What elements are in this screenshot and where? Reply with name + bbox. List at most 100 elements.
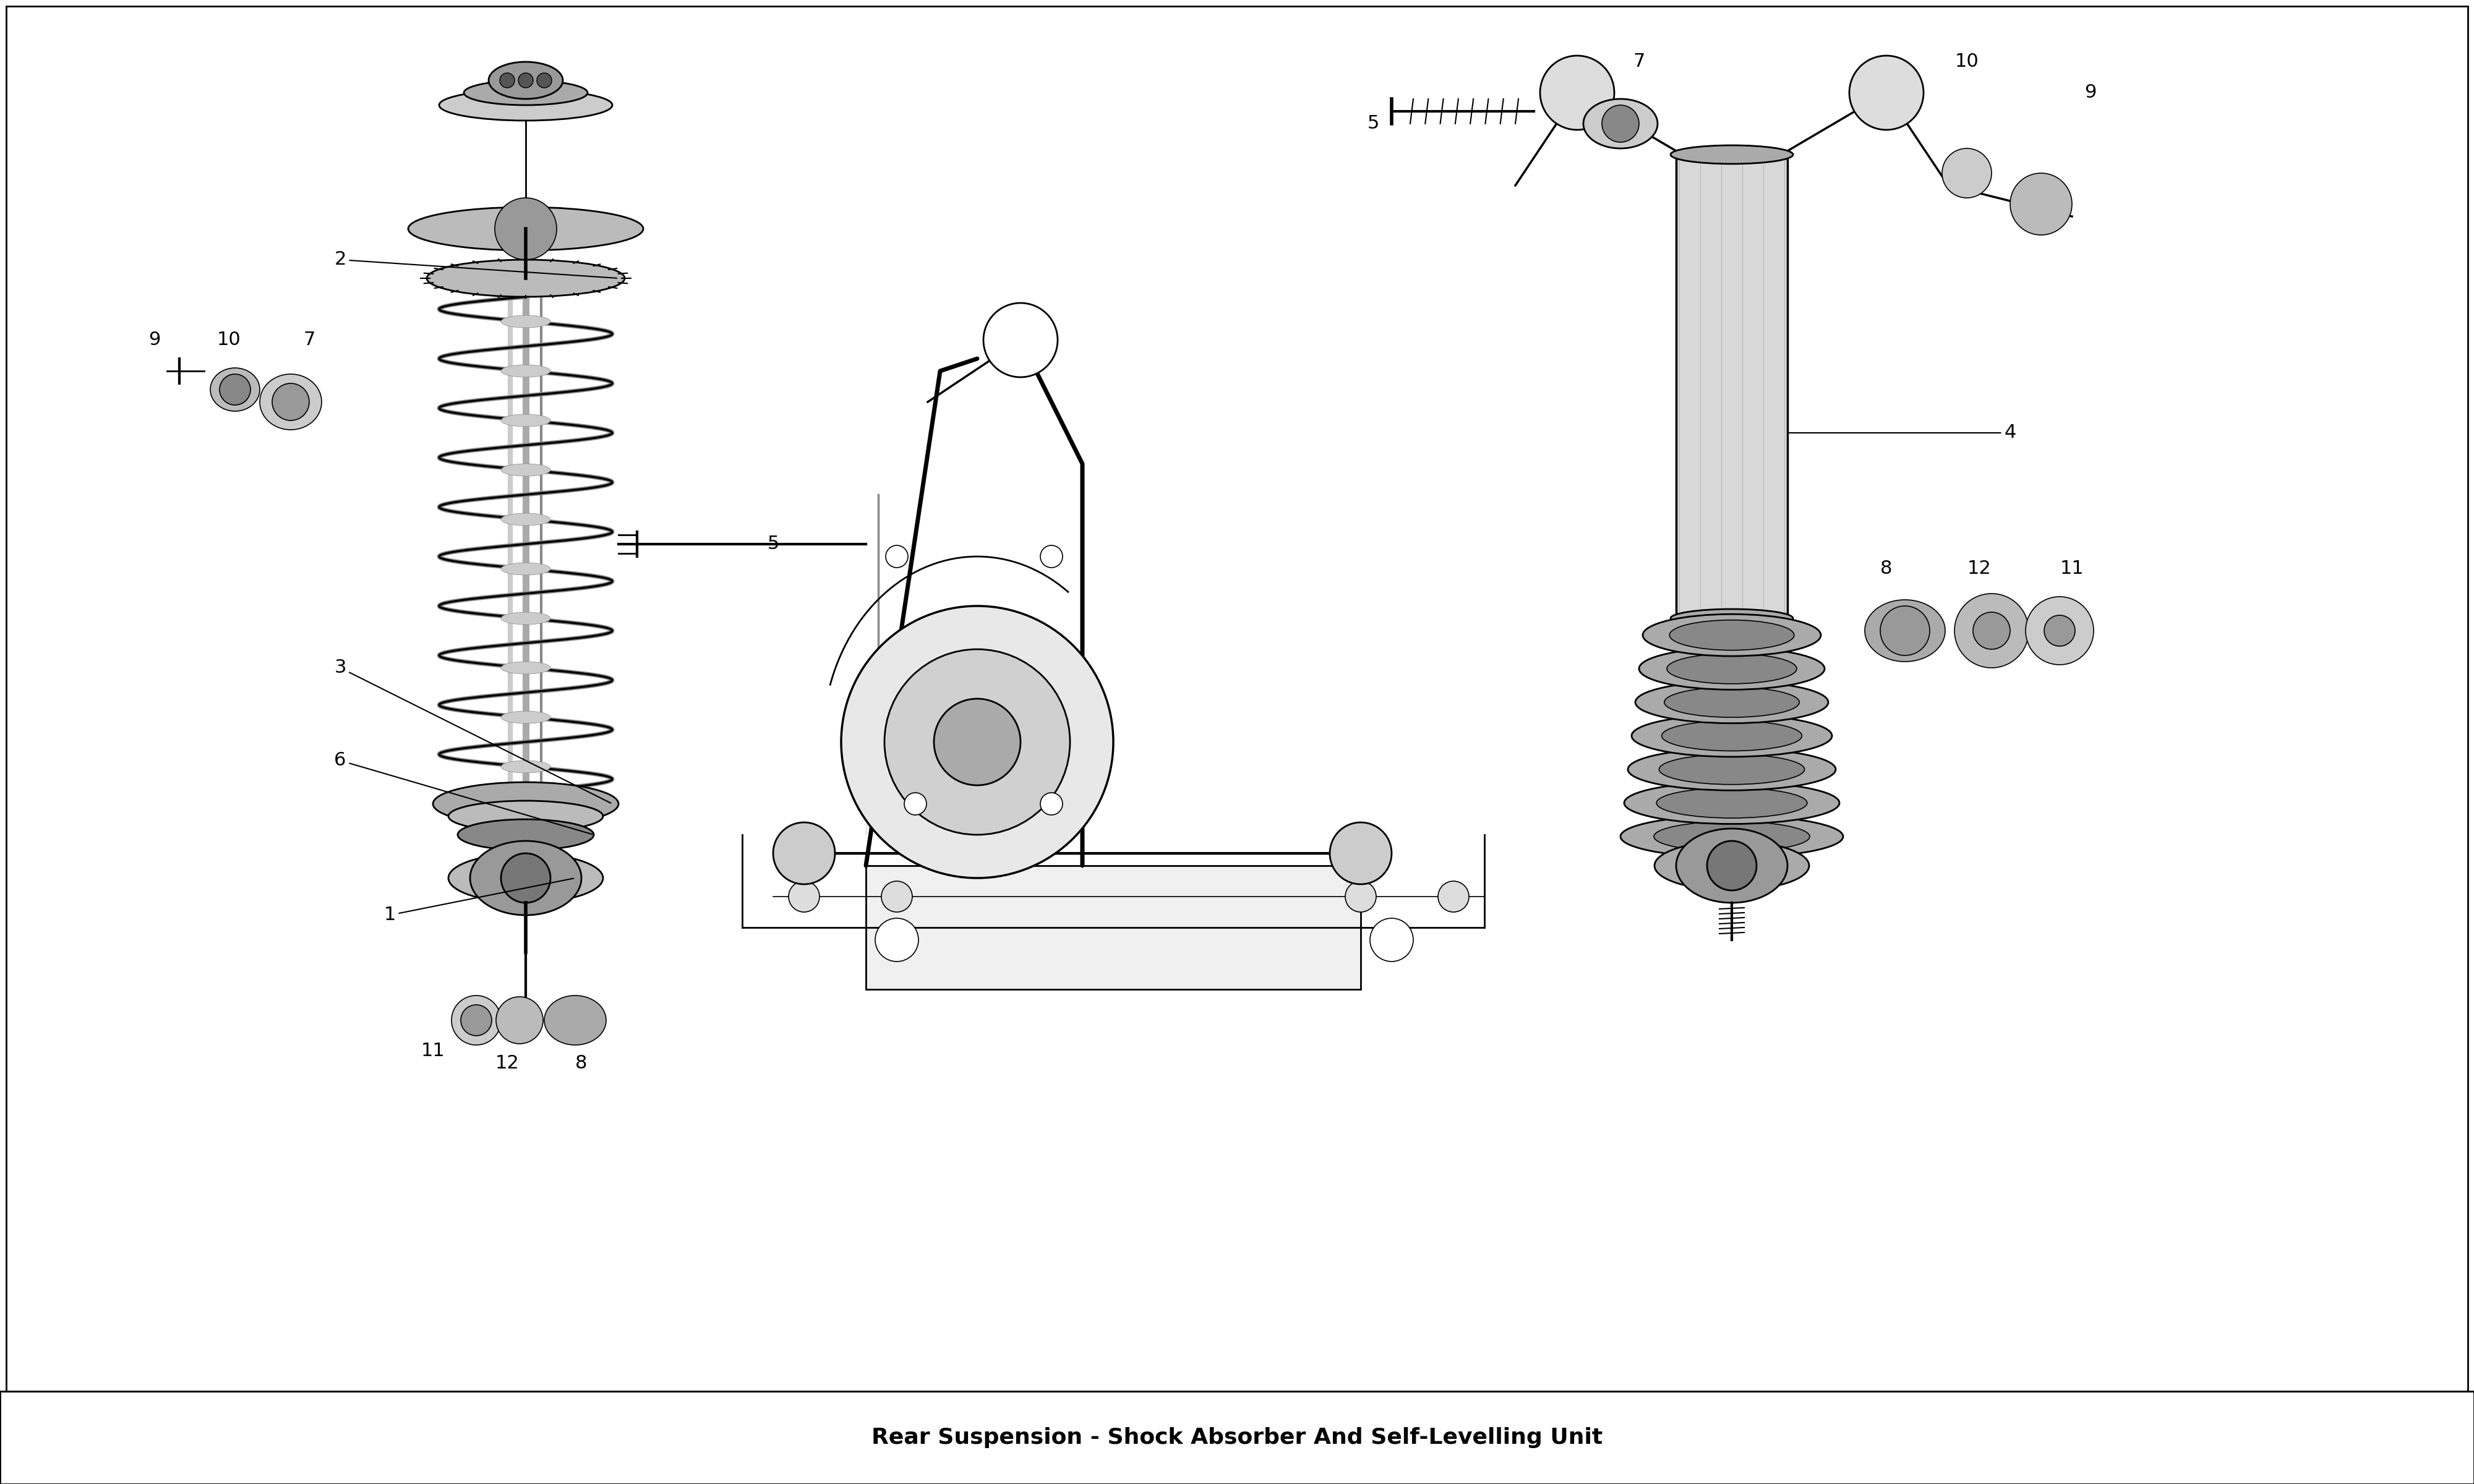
Ellipse shape bbox=[1660, 754, 1804, 785]
Circle shape bbox=[1539, 55, 1613, 129]
Text: 2: 2 bbox=[334, 251, 616, 278]
Bar bbox=[0, 1392, 2474, 1484]
Text: 8: 8 bbox=[1880, 559, 1893, 577]
Ellipse shape bbox=[500, 853, 549, 902]
Ellipse shape bbox=[465, 80, 589, 105]
Circle shape bbox=[500, 73, 515, 88]
Circle shape bbox=[772, 822, 836, 884]
Text: 1: 1 bbox=[383, 879, 574, 925]
Ellipse shape bbox=[500, 662, 549, 674]
Circle shape bbox=[985, 303, 1059, 377]
Circle shape bbox=[886, 545, 908, 567]
Circle shape bbox=[1437, 881, 1470, 913]
Ellipse shape bbox=[408, 208, 643, 251]
Circle shape bbox=[876, 919, 918, 962]
Circle shape bbox=[1880, 605, 1930, 656]
Bar bbox=[866, 865, 1361, 990]
Text: 12: 12 bbox=[495, 1055, 520, 1073]
Circle shape bbox=[841, 605, 1113, 879]
Circle shape bbox=[1039, 545, 1064, 567]
Ellipse shape bbox=[500, 562, 549, 574]
Ellipse shape bbox=[1667, 653, 1796, 684]
Ellipse shape bbox=[1865, 600, 1945, 662]
Ellipse shape bbox=[1583, 99, 1658, 148]
Text: 7: 7 bbox=[1633, 53, 1645, 71]
Ellipse shape bbox=[500, 711, 549, 723]
Circle shape bbox=[1974, 611, 2011, 650]
Ellipse shape bbox=[458, 819, 594, 850]
Circle shape bbox=[905, 792, 925, 815]
Ellipse shape bbox=[1620, 816, 1843, 858]
Text: 5: 5 bbox=[1368, 114, 1378, 132]
Circle shape bbox=[1039, 792, 1064, 815]
Circle shape bbox=[881, 881, 913, 913]
Ellipse shape bbox=[433, 782, 618, 825]
Text: 10: 10 bbox=[1954, 53, 1979, 71]
Ellipse shape bbox=[1638, 647, 1826, 690]
Ellipse shape bbox=[1643, 614, 1821, 656]
Circle shape bbox=[520, 73, 534, 88]
Circle shape bbox=[460, 1005, 492, 1036]
Text: 11: 11 bbox=[421, 1042, 445, 1060]
Ellipse shape bbox=[440, 89, 614, 120]
Circle shape bbox=[789, 881, 819, 913]
Text: 8: 8 bbox=[576, 1055, 586, 1073]
Circle shape bbox=[886, 650, 1069, 834]
Ellipse shape bbox=[1628, 748, 1836, 791]
Circle shape bbox=[537, 73, 552, 88]
Ellipse shape bbox=[1623, 782, 1841, 824]
Circle shape bbox=[1954, 594, 2029, 668]
Circle shape bbox=[935, 699, 1022, 785]
Ellipse shape bbox=[1663, 721, 1801, 751]
Ellipse shape bbox=[1633, 715, 1831, 757]
Circle shape bbox=[495, 997, 544, 1043]
Ellipse shape bbox=[1635, 681, 1828, 723]
Ellipse shape bbox=[448, 853, 604, 902]
Ellipse shape bbox=[500, 513, 549, 525]
Text: 9: 9 bbox=[148, 331, 161, 349]
Ellipse shape bbox=[500, 463, 549, 476]
Text: 3: 3 bbox=[334, 659, 611, 803]
Circle shape bbox=[1346, 881, 1376, 913]
Ellipse shape bbox=[210, 368, 260, 411]
Ellipse shape bbox=[1707, 841, 1757, 890]
Text: Rear Suspension - Shock Absorber And Self-Levelling Unit: Rear Suspension - Shock Absorber And Sel… bbox=[871, 1428, 1603, 1448]
Circle shape bbox=[2009, 174, 2073, 234]
Ellipse shape bbox=[470, 841, 581, 916]
Text: 5: 5 bbox=[767, 536, 779, 554]
Ellipse shape bbox=[490, 62, 564, 99]
Ellipse shape bbox=[1670, 145, 1794, 163]
Ellipse shape bbox=[500, 414, 549, 427]
Bar bbox=[1677, 154, 1786, 619]
Circle shape bbox=[272, 383, 309, 420]
Text: 7: 7 bbox=[304, 331, 314, 349]
Ellipse shape bbox=[500, 760, 549, 773]
Circle shape bbox=[1851, 55, 1925, 129]
Ellipse shape bbox=[544, 996, 606, 1045]
Text: 9: 9 bbox=[2086, 83, 2095, 102]
Circle shape bbox=[1331, 822, 1390, 884]
Circle shape bbox=[495, 197, 557, 260]
Ellipse shape bbox=[1670, 608, 1794, 628]
Ellipse shape bbox=[1665, 687, 1799, 717]
Circle shape bbox=[220, 374, 250, 405]
Circle shape bbox=[1942, 148, 1992, 197]
Circle shape bbox=[1603, 105, 1638, 142]
Ellipse shape bbox=[1658, 788, 1806, 818]
Text: 10: 10 bbox=[218, 331, 240, 349]
Circle shape bbox=[2044, 616, 2076, 646]
Ellipse shape bbox=[1653, 822, 1811, 852]
Ellipse shape bbox=[1655, 841, 1808, 890]
Circle shape bbox=[450, 996, 500, 1045]
Ellipse shape bbox=[448, 801, 604, 831]
Ellipse shape bbox=[500, 315, 549, 328]
Text: 6: 6 bbox=[334, 751, 591, 834]
Ellipse shape bbox=[428, 260, 623, 297]
Ellipse shape bbox=[1670, 620, 1794, 650]
Ellipse shape bbox=[500, 611, 549, 625]
Ellipse shape bbox=[500, 365, 549, 377]
Text: 11: 11 bbox=[2061, 559, 2083, 577]
Text: 4: 4 bbox=[1789, 424, 2016, 442]
Text: 12: 12 bbox=[1967, 559, 1992, 577]
Circle shape bbox=[2026, 597, 2093, 665]
